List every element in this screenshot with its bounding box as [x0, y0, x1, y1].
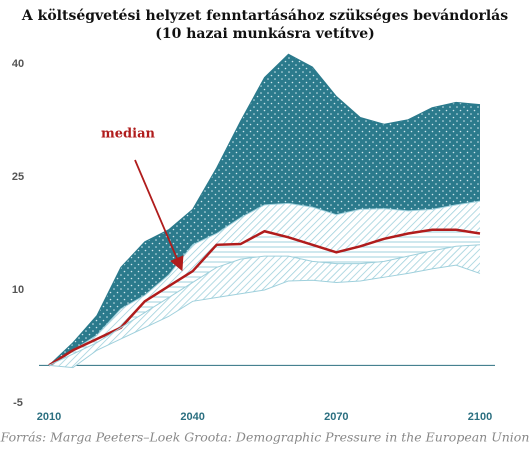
- band-edge: [48, 244, 481, 366]
- y-tick-label: -5: [13, 397, 23, 409]
- chart-title: A költségvetési helyzet fenntartásához s…: [21, 8, 508, 24]
- band-area: [49, 244, 480, 368]
- x-tick-label: 2100: [468, 411, 492, 423]
- band-edge: [48, 264, 481, 369]
- y-tick-label: 40: [12, 58, 24, 70]
- band-area: [49, 229, 480, 366]
- chart-subtitle: (10 hazai munkásra vetítve): [155, 26, 375, 42]
- x-tick-label: 2040: [180, 411, 204, 423]
- band-edge: [48, 53, 481, 366]
- y-tick-label: 10: [12, 284, 24, 296]
- y-tick-label: 25: [12, 171, 24, 183]
- source: Forrás: Marga Peeters–Loek Groota: Demog…: [0, 430, 529, 445]
- annotation-arrow: [134, 159, 184, 272]
- x-tick-label: 2070: [324, 411, 348, 423]
- band-area: [49, 54, 480, 366]
- band-edge: [48, 200, 481, 366]
- x-tick-label: 2010: [37, 411, 61, 423]
- annotation: median: [101, 127, 155, 142]
